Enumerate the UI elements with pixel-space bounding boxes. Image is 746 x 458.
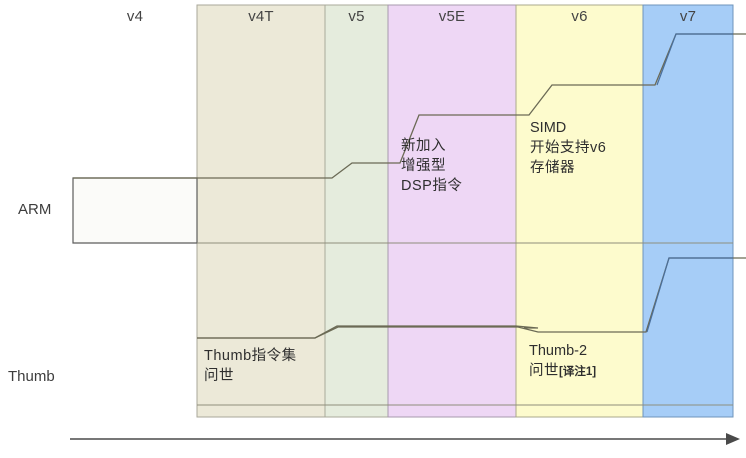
- column-header-v5e: v5E: [388, 8, 516, 25]
- v7-arm-step-accent: [656, 33, 733, 86]
- column-band-v5e: [387, 4, 517, 418]
- row-label-thumb: Thumb: [8, 368, 55, 385]
- column-header-v5e-label: v5E: [438, 8, 466, 25]
- annotation-v6-thumb-line1: Thumb-2: [529, 343, 588, 359]
- column-header-v4-label: v4: [126, 8, 144, 25]
- column-header-v6: v6: [516, 8, 643, 25]
- arm-staircase-outline: [73, 33, 746, 179]
- column-header-v7: v7: [643, 8, 733, 25]
- column-header-v5-label: v5: [348, 8, 365, 25]
- time-axis-arrowhead: [726, 433, 740, 445]
- column-band-v6: [515, 4, 644, 418]
- column-band-v7: [642, 4, 734, 418]
- annotation-v5e-arm-line1: 新加入: [401, 138, 446, 154]
- row-label-thumb-text: Thumb: [8, 368, 55, 385]
- annotation-v4t-thumb-line2: 问世: [204, 368, 234, 384]
- row-label-arm: ARM: [18, 201, 51, 218]
- column-band-v5: [324, 4, 389, 418]
- annotation-v6-arm-line1: SIMD: [530, 120, 567, 136]
- annotation-v6-arm-line2: 开始支持v6: [530, 140, 607, 156]
- column-header-v6-label: v6: [571, 8, 588, 25]
- column-header-v5: v5: [325, 8, 388, 25]
- annotation-v4t-thumb-line1: Thumb指令集: [204, 348, 297, 364]
- annotation-v6-arm: SIMD 开始支持v6 存储器: [530, 118, 606, 178]
- annotation-v5e-arm-line3: DSP指令: [401, 178, 463, 194]
- v7-thumb-step-accent: [646, 257, 733, 333]
- annotation-v6-thumb-line2: 问世[译注1]: [529, 361, 596, 382]
- column-band-v4t: [196, 4, 326, 418]
- annotation-v5e-arm-line2: 增强型: [401, 158, 446, 174]
- column-header-v4: v4: [73, 8, 197, 25]
- column-header-v7-label: v7: [679, 8, 697, 25]
- annotation-v6-thumb-footnote: [译注1]: [559, 366, 597, 378]
- annotation-v6-thumb: Thumb-2 问世[译注1]: [529, 341, 596, 382]
- annotation-v6-arm-line3: 存储器: [530, 160, 575, 176]
- row-label-arm-text: ARM: [18, 201, 52, 218]
- annotation-v6-thumb-line2-text: 问世: [529, 363, 559, 379]
- annotation-v4t-thumb: Thumb指令集 问世: [204, 346, 297, 386]
- column-header-v4t-label: v4T: [248, 8, 274, 25]
- column-header-v4t: v4T: [197, 8, 325, 25]
- annotation-v5e-arm: 新加入 增强型 DSP指令: [401, 136, 462, 196]
